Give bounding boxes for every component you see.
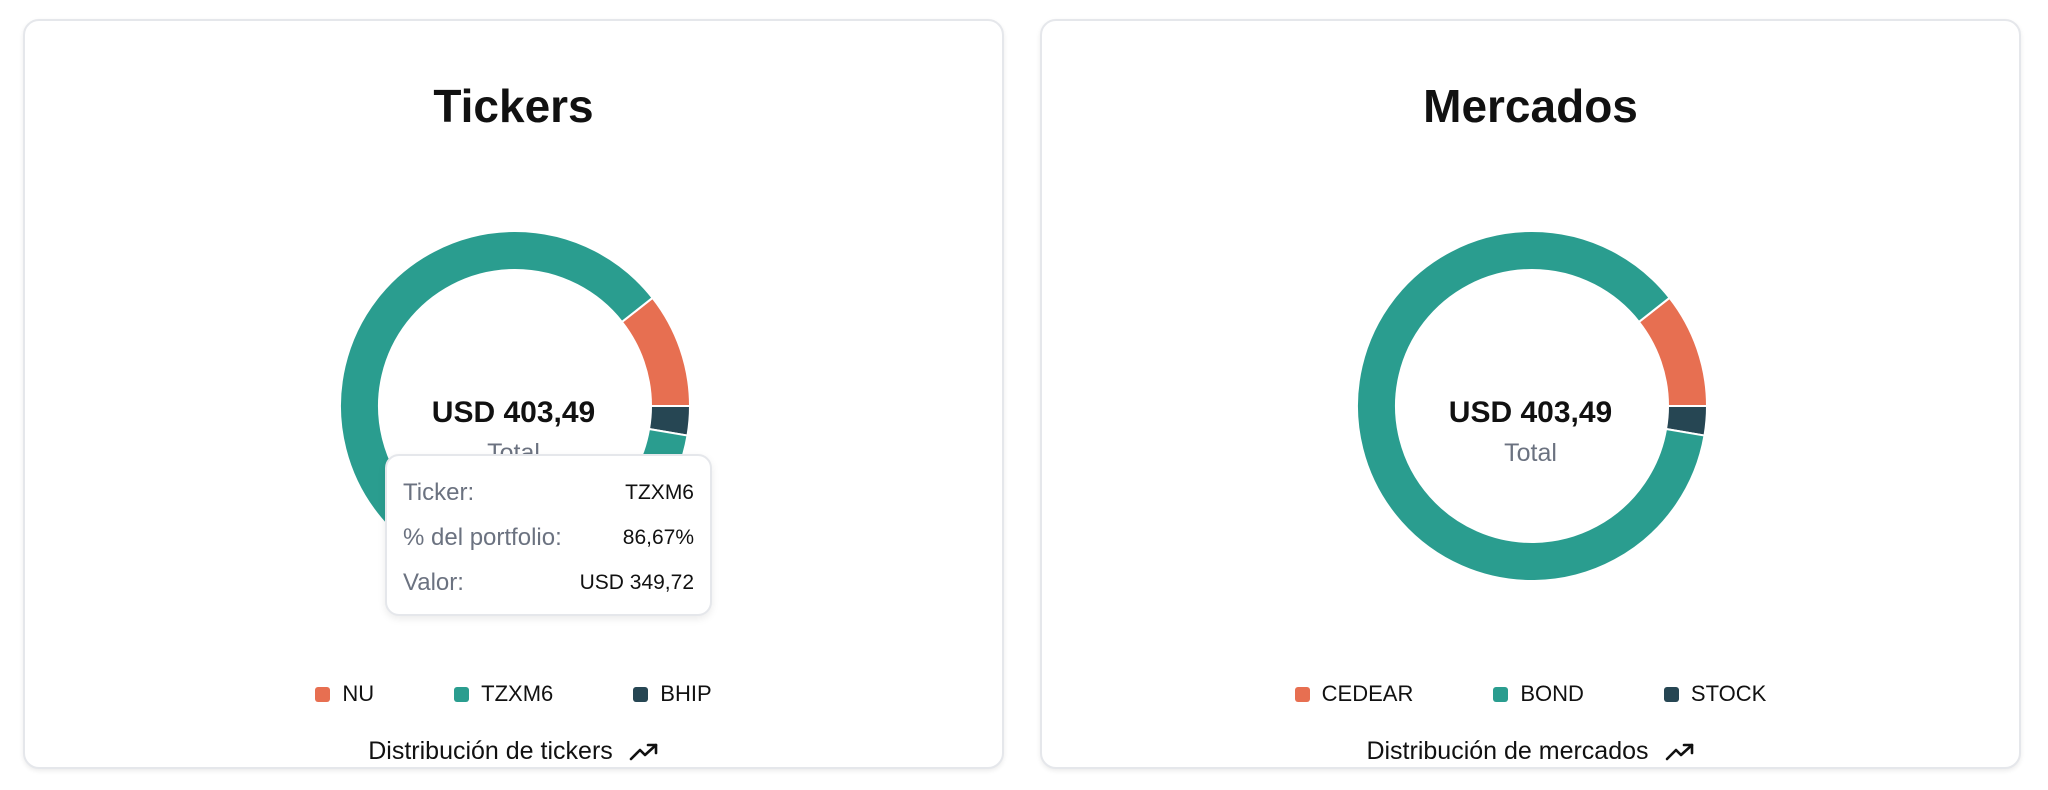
tooltip-row-ticker: Ticker: TZXM6 [403, 470, 694, 515]
tooltip-row-percent: % del portfolio: 86,67% [403, 515, 694, 560]
legend-item-tzxm6[interactable]: TZXM6 [454, 681, 553, 707]
legend-swatch [315, 686, 331, 702]
donut-total-value: USD 403,49 [431, 396, 596, 429]
legend-item-cedear[interactable]: CEDEAR [1294, 681, 1414, 707]
legend-label: CEDEAR [1321, 681, 1414, 706]
legend-label: STOCK [1690, 681, 1767, 706]
footer-caption: Distribución de mercados [1366, 737, 1649, 765]
chart-legend: CEDEAR BOND STOCK [1042, 681, 2019, 707]
donut-total-value: USD 403,49 [1448, 396, 1613, 429]
legend-label: TZXM6 [481, 681, 554, 706]
legend-swatch [633, 686, 649, 702]
tooltip-label: Ticker: [403, 478, 475, 506]
tooltip-value: TZXM6 [625, 480, 694, 504]
legend-swatch [454, 686, 470, 702]
card-footer: Distribución de mercados [1042, 737, 2019, 766]
legend-label: BHIP [660, 681, 712, 706]
mercados-donut-chart[interactable] [1352, 226, 1712, 586]
trending-up-icon [1665, 743, 1693, 760]
chart-legend: NU TZXM6 BHIP [25, 681, 1002, 707]
card-title: Tickers [433, 80, 594, 132]
legend-item-stock[interactable]: STOCK [1663, 681, 1767, 707]
trending-up-icon [629, 743, 658, 760]
donut-slice-bond[interactable] [1356, 230, 1706, 582]
legend-swatch [1493, 686, 1509, 702]
legend-swatch [1294, 686, 1310, 702]
legend-item-nu[interactable]: NU [315, 681, 374, 707]
tooltip-value: 86,67% [622, 525, 694, 549]
legend-label: BOND [1520, 681, 1584, 706]
tickers-card: Tickers USD 403,49 Total Ticker: TZXM6 %… [23, 19, 1004, 769]
legend-item-bhip[interactable]: BHIP [633, 681, 712, 707]
tooltip-label: % del portfolio: [403, 523, 562, 551]
legend-label: NU [342, 681, 375, 706]
legend-item-bond[interactable]: BOND [1493, 681, 1584, 707]
tooltip-row-value: Valor: USD 349,72 [403, 560, 694, 605]
chart-tooltip: Ticker: TZXM6 % del portfolio: 86,67% Va… [385, 454, 712, 616]
card-footer: Distribución de tickers [25, 737, 1002, 766]
mercados-card: Mercados USD 403,49 Total CEDEAR BOND ST… [1040, 19, 2021, 769]
tooltip-label: Valor: [403, 568, 464, 596]
card-title: Mercados [1423, 80, 1638, 132]
footer-caption: Distribución de tickers [368, 737, 613, 765]
donut-total-label: Total [1504, 439, 1557, 467]
tooltip-value: USD 349,72 [579, 570, 694, 594]
legend-swatch [1663, 686, 1679, 702]
